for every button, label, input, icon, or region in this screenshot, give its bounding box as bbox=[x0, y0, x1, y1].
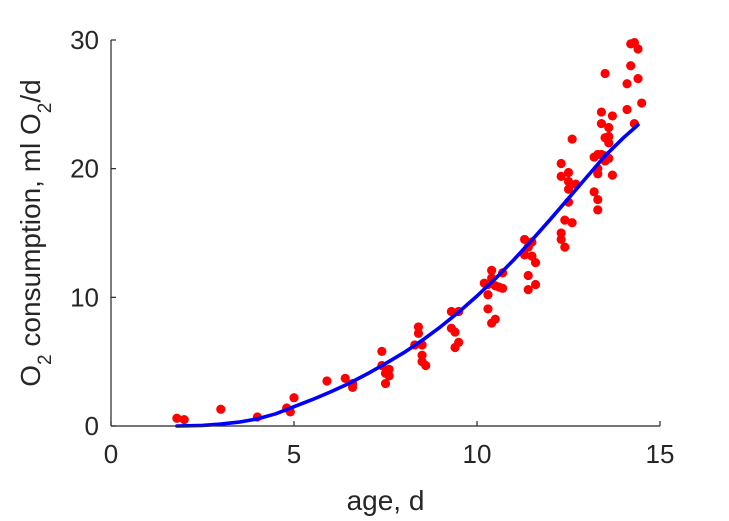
y-axis-label-part: /d bbox=[15, 79, 46, 102]
data-point bbox=[593, 194, 603, 205]
data-point bbox=[560, 215, 570, 225]
data-point bbox=[607, 170, 618, 180]
data-point bbox=[519, 234, 530, 245]
x-tick-label: 15 bbox=[646, 439, 675, 469]
data-point bbox=[172, 413, 182, 423]
data-point bbox=[377, 346, 387, 356]
data-point bbox=[322, 376, 332, 386]
data-point bbox=[596, 119, 607, 129]
data-point bbox=[556, 228, 566, 238]
data-point bbox=[216, 404, 226, 414]
data-point bbox=[530, 257, 541, 268]
data-point bbox=[413, 322, 424, 332]
data-point bbox=[593, 205, 603, 215]
y-axis-label-part: consumption, ml O bbox=[15, 113, 46, 354]
data-point bbox=[633, 74, 643, 84]
data-point bbox=[523, 270, 533, 281]
data-point bbox=[593, 169, 603, 179]
data-point bbox=[380, 378, 391, 389]
data-point bbox=[622, 79, 632, 89]
data-point bbox=[530, 279, 541, 290]
x-tick-label: 5 bbox=[287, 439, 301, 469]
tick-marks bbox=[110, 39, 661, 427]
data-point bbox=[600, 68, 610, 79]
x-axis-label: age, d bbox=[347, 485, 425, 516]
data-point bbox=[633, 44, 643, 54]
data-point bbox=[626, 61, 636, 71]
data-point bbox=[483, 290, 493, 300]
data-point bbox=[417, 350, 427, 360]
tick-labels: 0 5 10 15 0 10 20 30 bbox=[70, 25, 674, 469]
data-point bbox=[289, 393, 299, 403]
data-point bbox=[560, 242, 570, 252]
data-point bbox=[340, 373, 350, 383]
x-tick-label: 0 bbox=[104, 439, 118, 469]
data-point bbox=[413, 328, 424, 338]
data-point bbox=[450, 327, 460, 337]
data-point bbox=[637, 98, 647, 108]
data-point bbox=[563, 176, 574, 187]
data-point bbox=[604, 138, 614, 148]
data-point bbox=[567, 218, 577, 228]
y-axis-label-subscript: 2 bbox=[35, 103, 56, 114]
y-tick-label: 10 bbox=[70, 282, 99, 312]
data-point bbox=[523, 285, 533, 295]
data-point bbox=[556, 158, 566, 169]
data-point bbox=[487, 265, 497, 275]
y-axis-label: O2 consumption, ml O2/d bbox=[15, 79, 56, 387]
data-point bbox=[556, 234, 566, 245]
data-point bbox=[589, 187, 599, 197]
data-point bbox=[483, 304, 493, 314]
data-point bbox=[556, 171, 566, 181]
data-point bbox=[563, 167, 574, 178]
data-point bbox=[179, 414, 189, 425]
data-point bbox=[421, 360, 431, 371]
data-point bbox=[604, 122, 614, 133]
y-tick-label: 20 bbox=[70, 154, 99, 184]
data-point bbox=[384, 364, 394, 374]
data-point bbox=[490, 314, 500, 324]
data-point bbox=[454, 337, 464, 347]
data-point bbox=[607, 111, 618, 121]
data-point bbox=[563, 184, 574, 194]
plot-area bbox=[172, 37, 647, 428]
y-tick-label: 30 bbox=[70, 25, 99, 55]
data-point bbox=[498, 283, 508, 293]
y-axis-label-subscript: 2 bbox=[35, 354, 56, 365]
data-point bbox=[604, 131, 614, 142]
data-point bbox=[596, 107, 607, 117]
y-axis-label-part: O bbox=[15, 365, 46, 387]
data-point bbox=[347, 382, 358, 392]
x-tick-label: 10 bbox=[463, 439, 492, 469]
data-point bbox=[622, 104, 632, 115]
fit-curve bbox=[175, 123, 640, 428]
y-tick-label: 0 bbox=[85, 411, 99, 441]
data-point bbox=[567, 134, 577, 144]
axes bbox=[110, 40, 660, 427]
data-point bbox=[446, 306, 456, 317]
data-point bbox=[384, 371, 394, 381]
